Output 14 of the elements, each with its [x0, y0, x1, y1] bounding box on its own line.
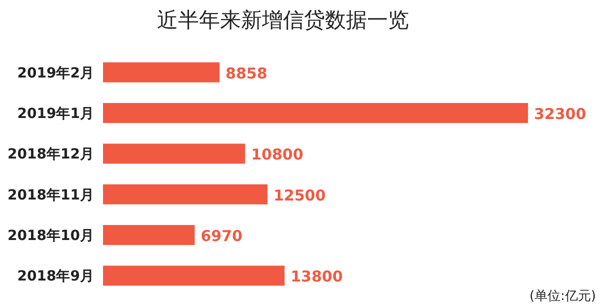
category-label: 2019年2月: [17, 65, 94, 82]
category-label: 2018年11月: [8, 187, 94, 204]
annotation: (单位:亿元): [529, 289, 596, 304]
data-label: 12500: [273, 186, 326, 204]
category-label: 2019年1月: [17, 106, 94, 122]
title: 近半年来新增信贷数据一览: [157, 8, 409, 32]
data-label: 32300: [534, 105, 586, 123]
category-label: 2018年12月: [8, 146, 94, 163]
category-label: 2018年10月: [8, 228, 94, 244]
data-label: 6970: [200, 227, 242, 245]
data-label: 13800: [290, 268, 343, 286]
category-label: 2018年9月: [17, 268, 94, 285]
data-label: 8858: [226, 64, 268, 82]
data-label: 10800: [251, 146, 304, 164]
